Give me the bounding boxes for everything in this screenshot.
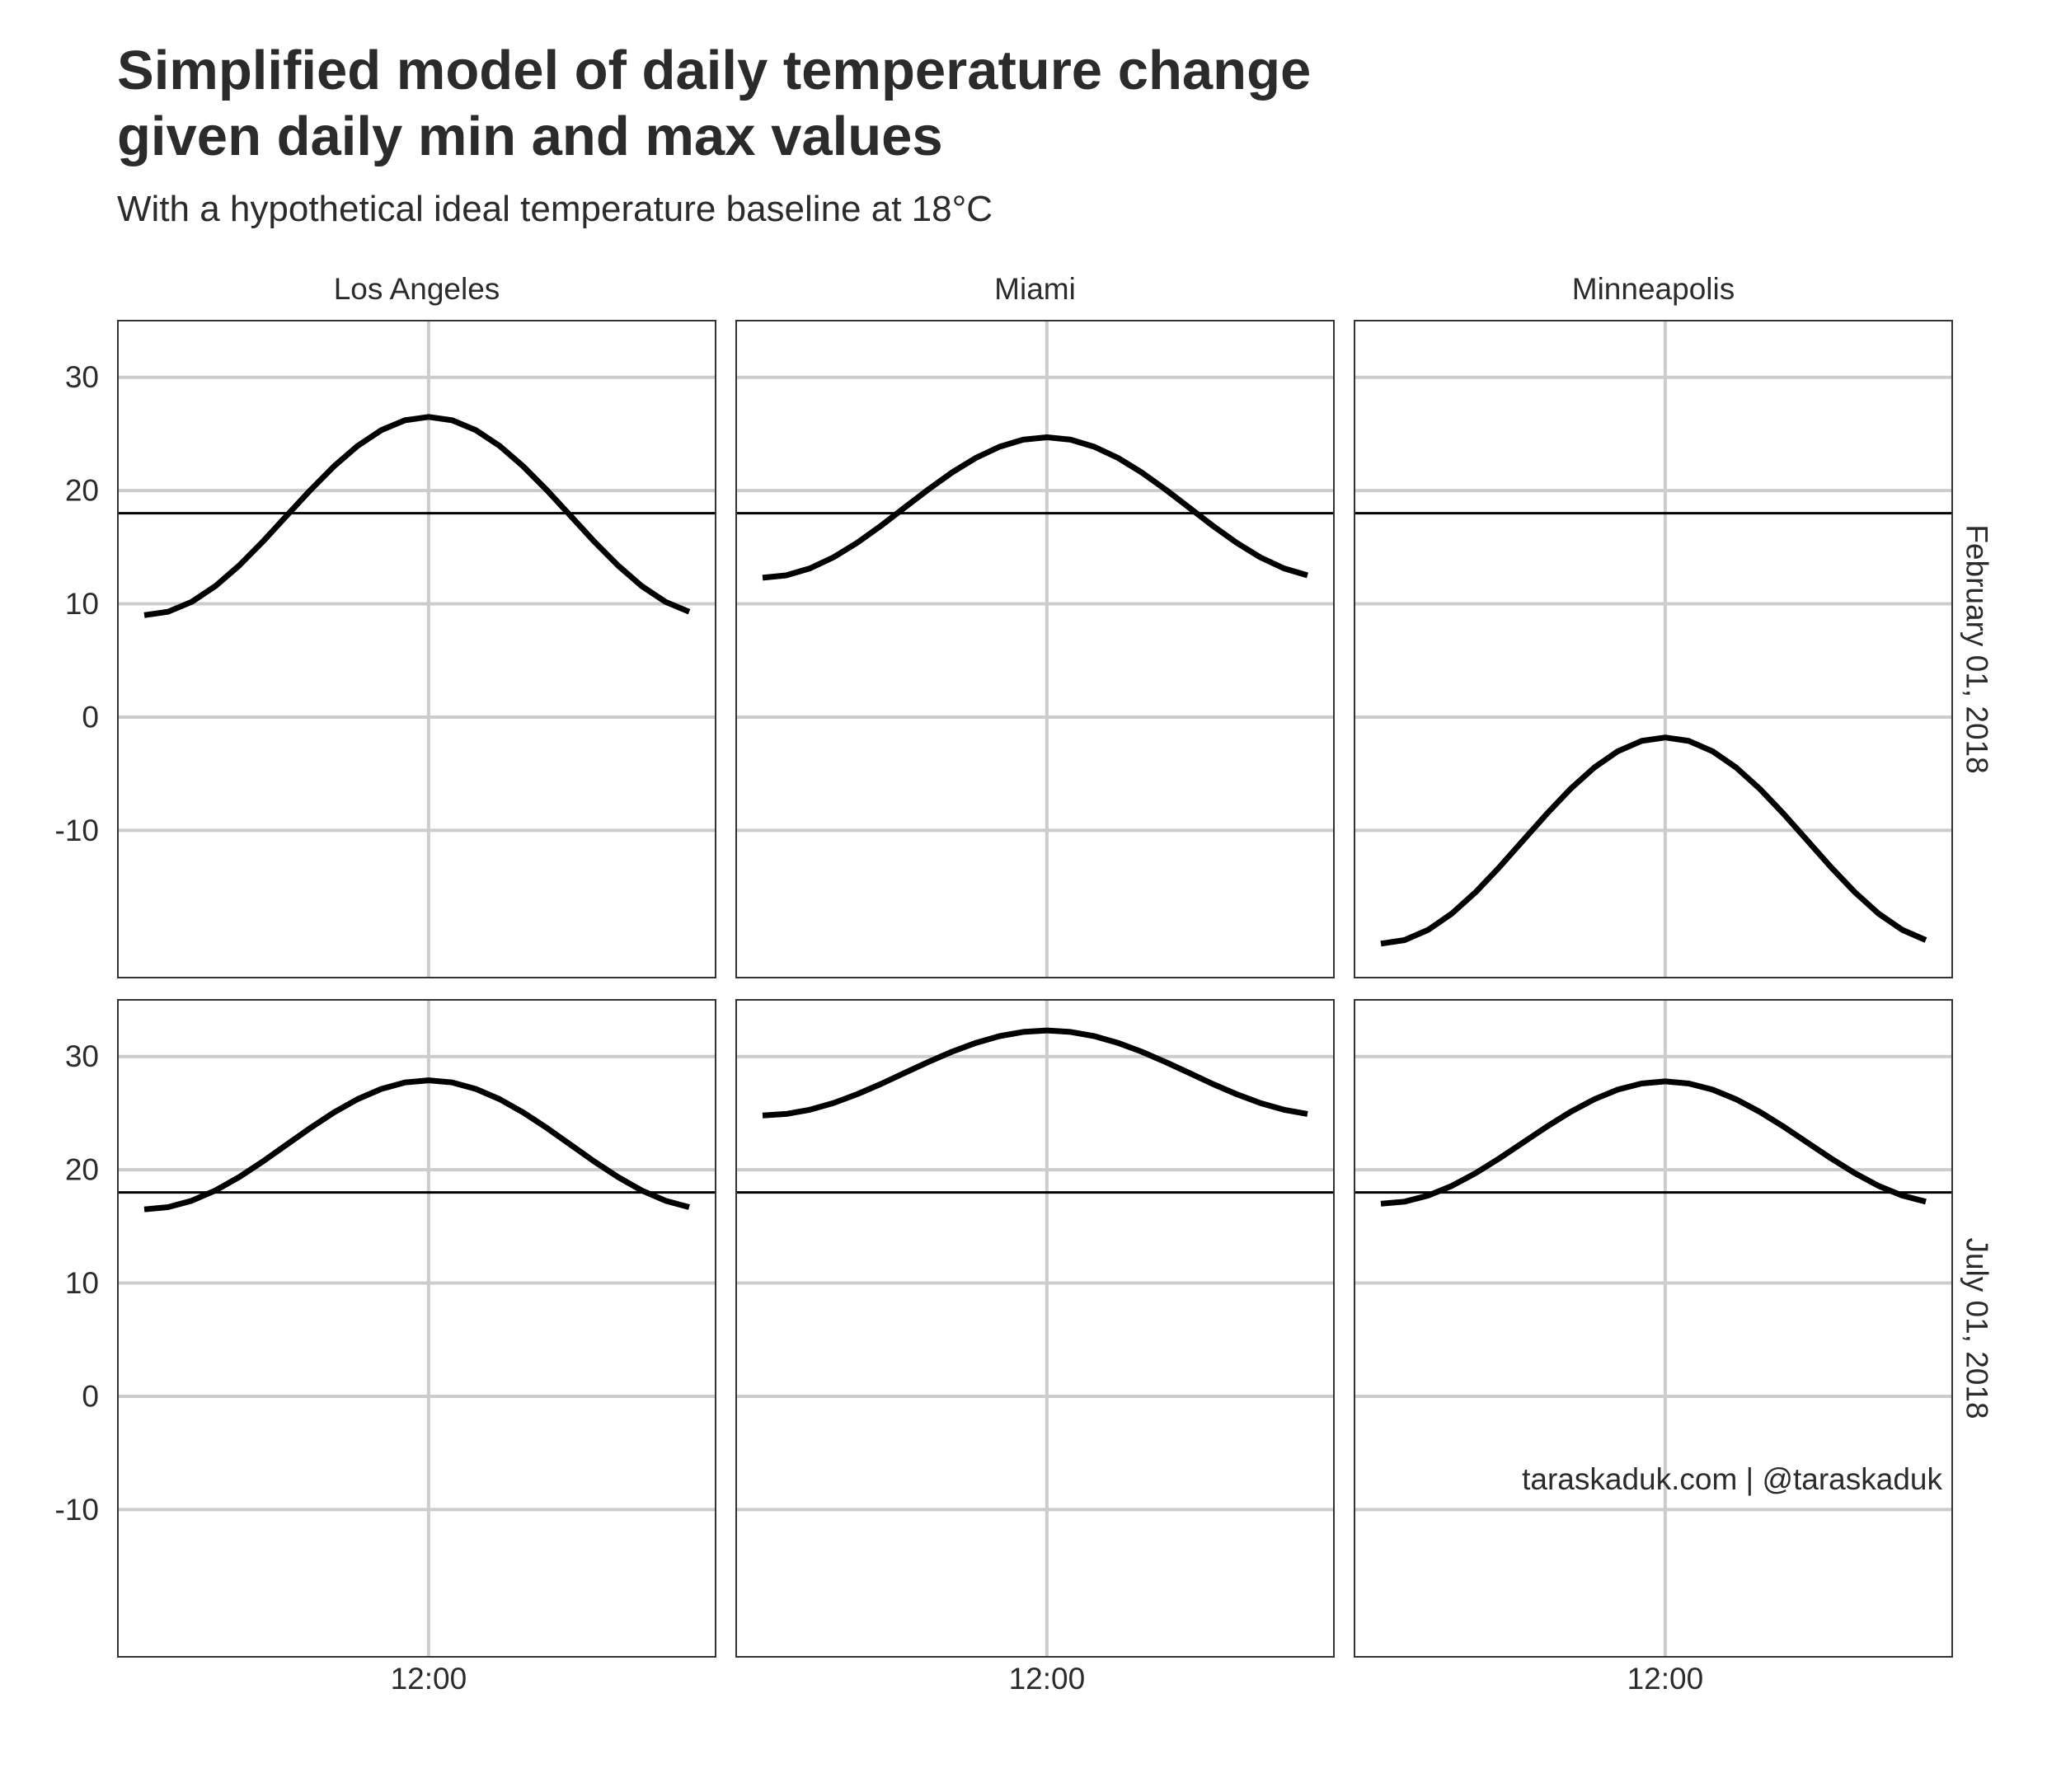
series-line-minneapolis-february-01-2018 [1380, 734, 1927, 947]
panel-border-miami-july-01-2018 [735, 999, 1335, 1658]
y-tick-label-february-01-2018: -10 [55, 814, 99, 847]
chart-title-line-2: given daily min and max values [117, 106, 943, 167]
y-tick-label-july-01-2018: 10 [65, 1266, 99, 1300]
chart-subtitle: With a hypothetical ideal temperature ba… [117, 189, 993, 229]
facet-column-label-minneapolis: Minneapolis [1572, 272, 1735, 306]
panel-background-miami-february-01-2018 [736, 321, 1334, 978]
panel-background-miami-july-01-2018 [736, 1000, 1334, 1657]
chart-title-line-1: Simplified model of daily temperature ch… [117, 40, 1312, 101]
panel-border-los-angeles-july-01-2018 [117, 999, 716, 1658]
facet-column-label-miami: Miami [994, 272, 1076, 306]
credit-caption: taraskaduk.com | @taraskaduk [1522, 1462, 1942, 1496]
panel-background-los-angeles-february-01-2018 [118, 321, 716, 978]
x-tick-label-los-angeles: 12:00 [391, 1662, 467, 1696]
y-tick-label-february-01-2018: 10 [65, 587, 99, 621]
y-tick-label-february-01-2018: 0 [82, 700, 99, 734]
x-tick-label-miami: 12:00 [1009, 1662, 1086, 1696]
panel-border-miami-february-01-2018 [735, 320, 1335, 978]
panel-background-minneapolis-july-01-2018 [1354, 1000, 1952, 1657]
panel-border-los-angeles-february-01-2018 [117, 320, 716, 978]
chart-title: Simplified model of daily temperature ch… [117, 38, 1311, 170]
panel-background-los-angeles-july-01-2018 [118, 1000, 716, 1657]
series-line-minneapolis-july-01-2018 [1380, 1078, 1927, 1207]
y-tick-label-february-01-2018: 30 [65, 360, 99, 394]
facet-row-label-july-01-2018: July 01, 2018 [1960, 1237, 1994, 1419]
facet-row-label-february-01-2018: February 01, 2018 [1960, 524, 1994, 773]
series-line-miami-july-01-2018 [762, 1027, 1308, 1119]
panel-border-minneapolis-july-01-2018 [1354, 999, 1953, 1658]
series-line-los-angeles-july-01-2018 [143, 1077, 690, 1213]
y-tick-label-july-01-2018: -10 [55, 1493, 99, 1527]
y-tick-label-july-01-2018: 20 [65, 1153, 99, 1187]
y-tick-label-july-01-2018: 0 [82, 1379, 99, 1413]
panel-border-minneapolis-february-01-2018 [1354, 320, 1953, 978]
x-tick-label-minneapolis: 12:00 [1627, 1662, 1704, 1696]
panel-background-minneapolis-february-01-2018 [1354, 321, 1952, 978]
y-tick-label-july-01-2018: 30 [65, 1039, 99, 1073]
series-line-miami-february-01-2018 [762, 434, 1308, 581]
facet-column-label-los-angeles: Los Angeles [334, 272, 500, 306]
series-line-los-angeles-february-01-2018 [143, 414, 691, 618]
y-tick-label-february-01-2018: 20 [65, 474, 99, 508]
